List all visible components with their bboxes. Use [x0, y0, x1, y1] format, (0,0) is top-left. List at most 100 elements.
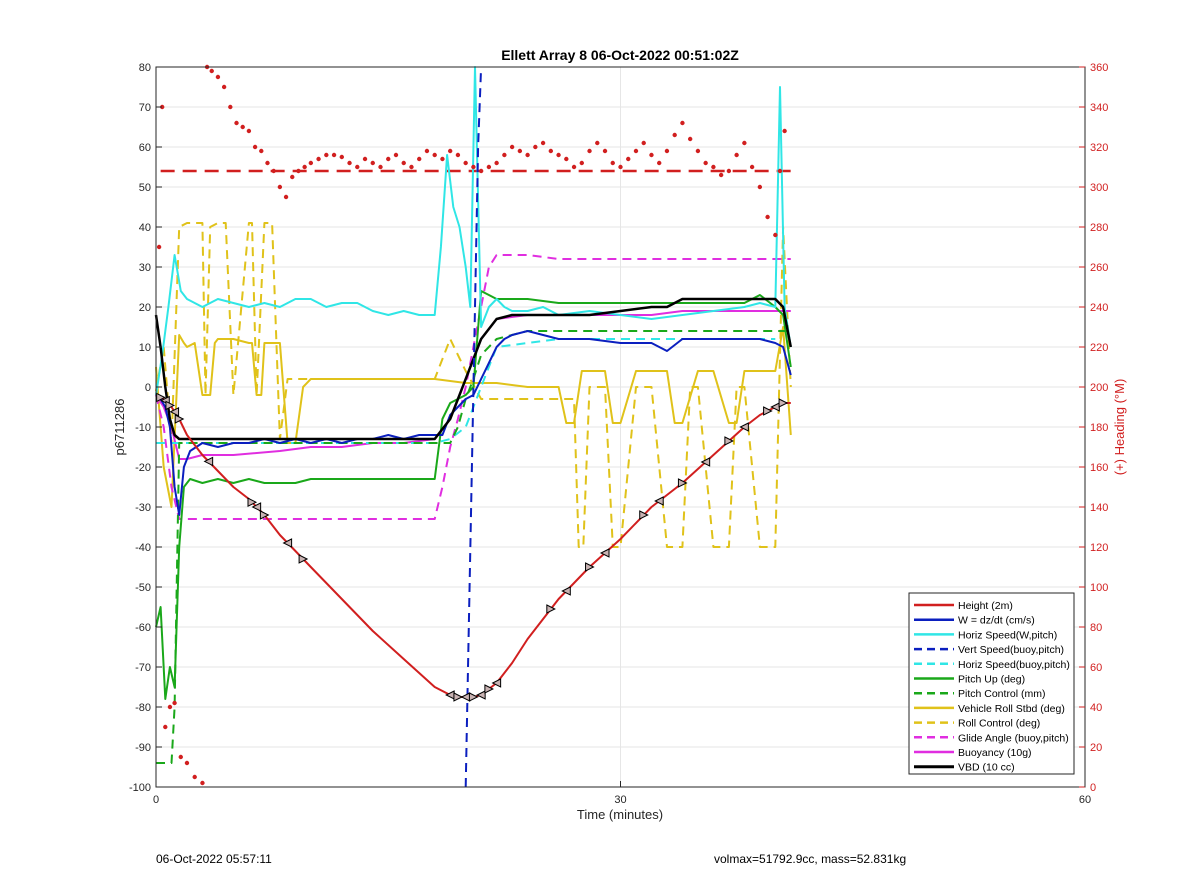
- heading-point: [290, 174, 295, 180]
- heading-point: [595, 140, 600, 146]
- heading-point: [432, 152, 437, 158]
- legend-label: VBD (10 cc): [958, 762, 1015, 774]
- heading-point: [556, 152, 561, 158]
- y-tick-label: -20: [135, 462, 151, 474]
- y-tick-label: -40: [135, 542, 151, 554]
- legend-label: Glide Angle (buoy,pitch): [958, 732, 1069, 744]
- y2-tick-label: 300: [1090, 182, 1108, 194]
- legend-label: Vert Speed(buoy,pitch): [958, 644, 1064, 656]
- heading-point: [362, 156, 368, 162]
- height-marker: [251, 502, 262, 512]
- y-tick-label: -90: [135, 742, 151, 754]
- heading-point: [455, 152, 461, 158]
- heading-point: [331, 152, 337, 158]
- heading-point: [283, 194, 289, 200]
- heading-point: [355, 164, 360, 170]
- heading-point: [156, 244, 162, 250]
- height-marker: [298, 554, 309, 564]
- y2-tick-label: 320: [1090, 142, 1108, 154]
- height-marker: [700, 457, 711, 467]
- y2-tick-label: 220: [1090, 342, 1108, 354]
- y2-tick-label: 360: [1090, 62, 1108, 74]
- heading-point: [316, 156, 321, 162]
- height-marker: [169, 406, 180, 417]
- legend: Height (2m) W = dz/dt (cm/s) Horiz Speed(W…: [908, 592, 1075, 775]
- footer-info: volmax=51792.9cc, mass=52.831kg: [714, 852, 907, 866]
- height-marker: [491, 678, 502, 688]
- y-axis-label: p6711286: [112, 399, 127, 456]
- x-tick-label: 60: [1079, 794, 1091, 806]
- heading-point: [777, 168, 783, 174]
- heading-point: [494, 160, 499, 166]
- y-tick-label: -50: [135, 582, 151, 594]
- heading-point: [259, 148, 264, 154]
- y-tick-label: 60: [139, 142, 151, 154]
- heading-point: [463, 160, 468, 166]
- height-marker: [165, 400, 176, 411]
- series-line: [155, 66, 792, 396]
- heading-point: [440, 156, 445, 162]
- series-line: [155, 290, 792, 700]
- legend-label: Pitch Up (deg): [958, 674, 1025, 686]
- series-line: [154, 297, 793, 441]
- heading-point: [302, 164, 307, 170]
- y-tick-label: 30: [139, 262, 151, 274]
- heading-point: [163, 724, 168, 730]
- y2-tick-label: 20: [1090, 742, 1102, 754]
- height-marker: [654, 496, 664, 506]
- heading-point: [602, 148, 608, 154]
- height-marker: [247, 497, 258, 508]
- heading-point: [742, 140, 747, 146]
- heading-point: [509, 144, 515, 150]
- y-tick-label: 0: [145, 382, 151, 394]
- heading-point: [215, 74, 221, 80]
- heading-points: [156, 64, 787, 786]
- heading-point: [687, 136, 693, 142]
- height-marker: [259, 510, 270, 520]
- series-line: [464, 66, 483, 788]
- heading-point: [265, 160, 270, 166]
- heading-point: [664, 148, 670, 154]
- heading-point: [221, 84, 227, 90]
- x-tick-label: 30: [614, 794, 626, 806]
- y2-tick-label: 260: [1090, 262, 1108, 274]
- y-tick-label: 40: [139, 222, 151, 234]
- y2-tick-label: 40: [1090, 702, 1102, 714]
- height-marker: [561, 586, 571, 596]
- y2-tick-label: 200: [1090, 382, 1108, 394]
- heading-point: [324, 152, 329, 158]
- heading-point: [718, 172, 724, 178]
- heading-point: [386, 156, 391, 162]
- heading-point: [757, 184, 763, 190]
- y2-tick-label: 340: [1090, 102, 1108, 114]
- chart-title: Ellett Array 8 06-Oct-2022 00:51:02Z: [501, 47, 739, 63]
- height-marker: [476, 690, 486, 700]
- heading-point: [610, 160, 615, 166]
- heading-point: [200, 780, 205, 786]
- y2-tick-label: 120: [1090, 542, 1108, 554]
- heading-point: [184, 760, 190, 766]
- heading-point: [471, 164, 476, 170]
- heading-point: [378, 164, 383, 170]
- heading-point: [271, 168, 276, 174]
- y-tick-label: 70: [139, 102, 151, 114]
- heading-point: [703, 160, 708, 166]
- heading-point: [240, 124, 245, 130]
- heading-point: [533, 144, 538, 150]
- heading-point: [773, 232, 778, 238]
- x-axis-ticks: 0 30 60: [153, 781, 1091, 806]
- height-markers: [156, 392, 789, 702]
- footer-timestamp: 06-Oct-2022 05:57:11: [156, 852, 272, 866]
- y-tick-label: -60: [135, 622, 151, 634]
- heading-point: [486, 164, 492, 170]
- series-layer: [154, 66, 793, 788]
- heading-point: [228, 104, 233, 110]
- y-tick-label: -30: [135, 502, 151, 514]
- heading-point: [339, 154, 344, 160]
- heading-point: [782, 128, 787, 134]
- height-marker: [453, 692, 464, 702]
- legend-label: Pitch Control (mm): [958, 688, 1046, 700]
- y2-tick-label: 100: [1090, 582, 1108, 594]
- heading-point: [234, 120, 239, 126]
- y-tick-label: 20: [139, 302, 151, 314]
